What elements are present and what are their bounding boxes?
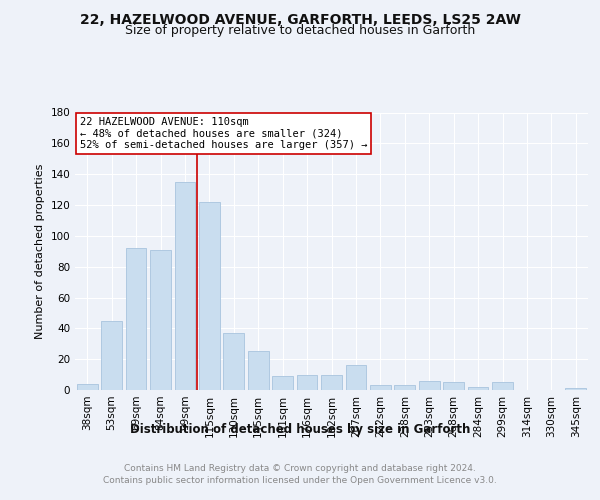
- Bar: [150, 250, 171, 390]
- Bar: [492, 382, 513, 390]
- Text: Contains HM Land Registry data © Crown copyright and database right 2024.: Contains HM Land Registry data © Crown c…: [124, 464, 476, 473]
- Bar: [248, 352, 269, 390]
- Text: 22 HAZELWOOD AVENUE: 110sqm
← 48% of detached houses are smaller (324)
52% of se: 22 HAZELWOOD AVENUE: 110sqm ← 48% of det…: [80, 116, 368, 150]
- Bar: [346, 366, 367, 390]
- Bar: [125, 248, 146, 390]
- Bar: [296, 374, 317, 390]
- Text: Size of property relative to detached houses in Garforth: Size of property relative to detached ho…: [125, 24, 475, 37]
- Bar: [370, 386, 391, 390]
- Bar: [272, 376, 293, 390]
- Bar: [419, 381, 440, 390]
- Bar: [175, 182, 196, 390]
- Y-axis label: Number of detached properties: Number of detached properties: [35, 164, 45, 339]
- Bar: [565, 388, 586, 390]
- Text: Contains public sector information licensed under the Open Government Licence v3: Contains public sector information licen…: [103, 476, 497, 485]
- Bar: [77, 384, 98, 390]
- Bar: [101, 320, 122, 390]
- Bar: [223, 333, 244, 390]
- Text: 22, HAZELWOOD AVENUE, GARFORTH, LEEDS, LS25 2AW: 22, HAZELWOOD AVENUE, GARFORTH, LEEDS, L…: [80, 12, 520, 26]
- Bar: [443, 382, 464, 390]
- Bar: [467, 387, 488, 390]
- Text: Distribution of detached houses by size in Garforth: Distribution of detached houses by size …: [130, 422, 470, 436]
- Bar: [394, 386, 415, 390]
- Bar: [199, 202, 220, 390]
- Bar: [321, 374, 342, 390]
